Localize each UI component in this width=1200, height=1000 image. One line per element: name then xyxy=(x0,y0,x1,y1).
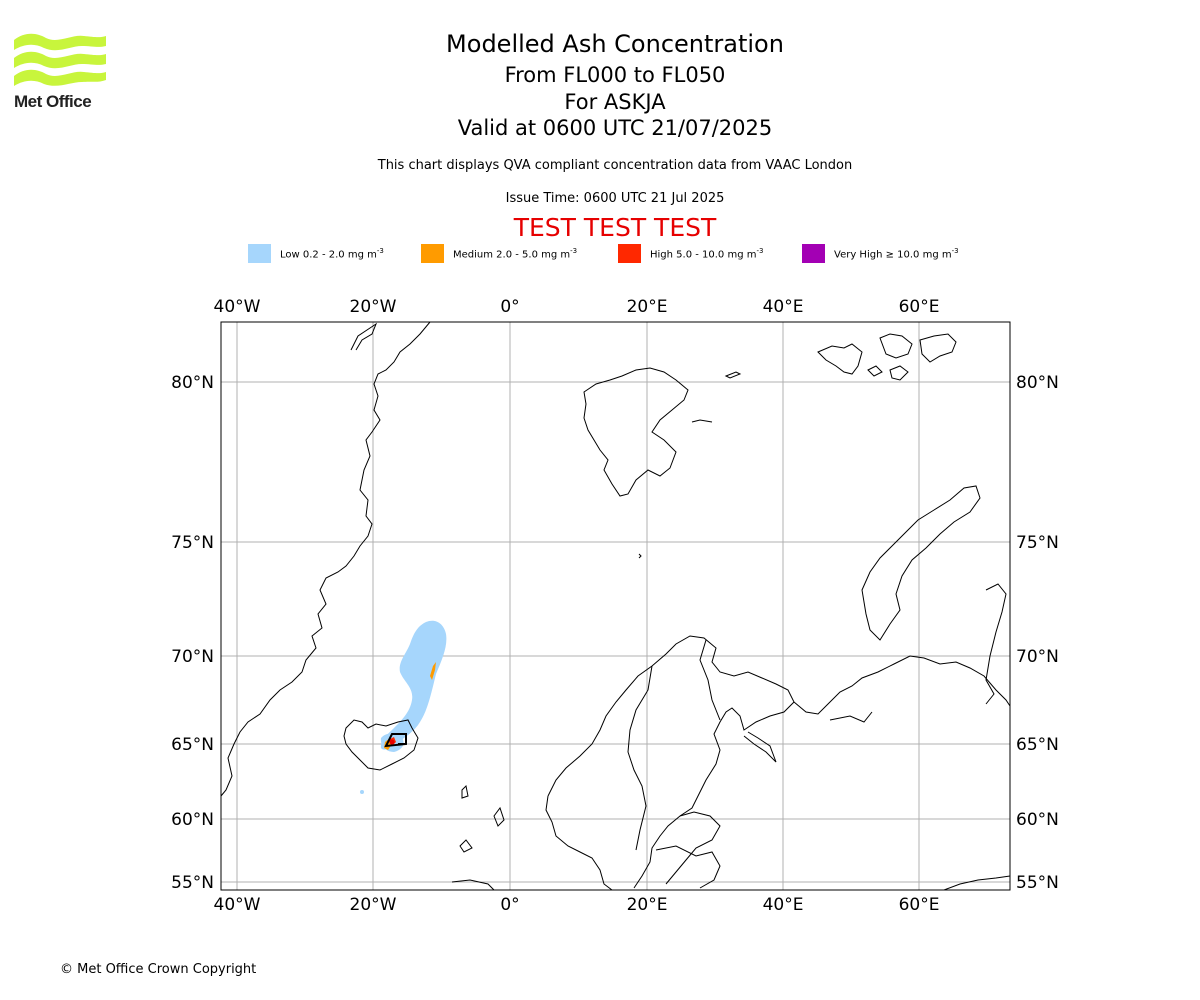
lon-label-top: 60°E xyxy=(899,297,940,317)
lon-label-bottom: 40°E xyxy=(763,895,804,915)
lat-label-right: 65°N xyxy=(1016,735,1059,755)
copyright-notice: © Met Office Crown Copyright xyxy=(60,962,257,977)
flight-level-subtitle: From FL000 to FL050 xyxy=(504,63,726,87)
lon-label-top: 40°E xyxy=(763,297,804,317)
chart-title: Modelled Ash Concentration xyxy=(446,30,784,58)
map-coastlines xyxy=(220,321,1011,891)
legend-label-medium: Medium 2.0 - 5.0 mg m-3 xyxy=(453,246,578,261)
volcano-source-marker xyxy=(384,733,407,748)
lon-label-top: 20°W xyxy=(350,297,397,317)
legend-item-medium: Medium 2.0 - 5.0 mg m-3 xyxy=(421,244,577,263)
chart-description: This chart displays QVA compliant concen… xyxy=(377,158,853,173)
legend-label-very-high: Very High ≥ 10.0 mg m-3 xyxy=(834,246,959,261)
map-gridlines xyxy=(221,322,1010,890)
valid-time-subtitle: Valid at 0600 UTC 21/07/2025 xyxy=(457,116,773,140)
legend-swatch-high xyxy=(618,244,641,263)
lat-label-right: 55°N xyxy=(1016,873,1059,893)
lat-label-left: 70°N xyxy=(171,647,214,667)
latitude-labels-left: 80°N 75°N 70°N 65°N 60°N 55°N xyxy=(171,373,214,893)
lat-label-left: 65°N xyxy=(171,735,214,755)
legend-item-low: Low 0.2 - 2.0 mg m-3 xyxy=(248,244,384,263)
lon-label-bottom: 0° xyxy=(500,895,519,915)
lat-label-right: 70°N xyxy=(1016,647,1059,667)
lat-label-left: 75°N xyxy=(171,533,214,553)
legend-label-high: High 5.0 - 10.0 mg m-3 xyxy=(650,246,764,261)
lat-label-left: 80°N xyxy=(171,373,214,393)
met-office-wordmark: Met Office xyxy=(14,92,92,111)
legend-item-high: High 5.0 - 10.0 mg m-3 xyxy=(618,244,763,263)
lon-label-bottom: 60°E xyxy=(899,895,940,915)
lat-label-left: 60°N xyxy=(171,810,214,830)
lon-label-top: 40°W xyxy=(214,297,261,317)
legend-swatch-medium xyxy=(421,244,444,263)
lat-label-right: 75°N xyxy=(1016,533,1059,553)
longitude-labels-top: 40°W 20°W 0° 20°E 40°E 60°E xyxy=(214,297,940,317)
lon-label-top: 20°E xyxy=(627,297,668,317)
volcano-subtitle: For ASKJA xyxy=(564,90,666,114)
lon-label-top: 0° xyxy=(500,297,519,317)
lon-label-bottom: 20°E xyxy=(627,895,668,915)
lat-label-left: 55°N xyxy=(171,873,214,893)
test-banner: TEST TEST TEST xyxy=(513,213,717,242)
lon-label-bottom: 20°W xyxy=(350,895,397,915)
issue-time: Issue Time: 0600 UTC 21 Jul 2025 xyxy=(505,191,725,206)
met-office-logo xyxy=(14,33,106,86)
lat-label-right: 60°N xyxy=(1016,810,1059,830)
lat-label-right: 80°N xyxy=(1016,373,1059,393)
lon-label-bottom: 40°W xyxy=(214,895,261,915)
legend-item-very-high: Very High ≥ 10.0 mg m-3 xyxy=(802,244,959,263)
legend-label-low: Low 0.2 - 2.0 mg m-3 xyxy=(280,246,384,261)
legend-swatch-very-high xyxy=(802,244,825,263)
legend-swatch-low xyxy=(248,244,271,263)
map-frame xyxy=(220,321,1011,891)
latitude-labels-right: 80°N 75°N 70°N 65°N 60°N 55°N xyxy=(1016,373,1059,893)
longitude-labels-bottom: 40°W 20°W 0° 20°E 40°E 60°E xyxy=(214,895,940,915)
